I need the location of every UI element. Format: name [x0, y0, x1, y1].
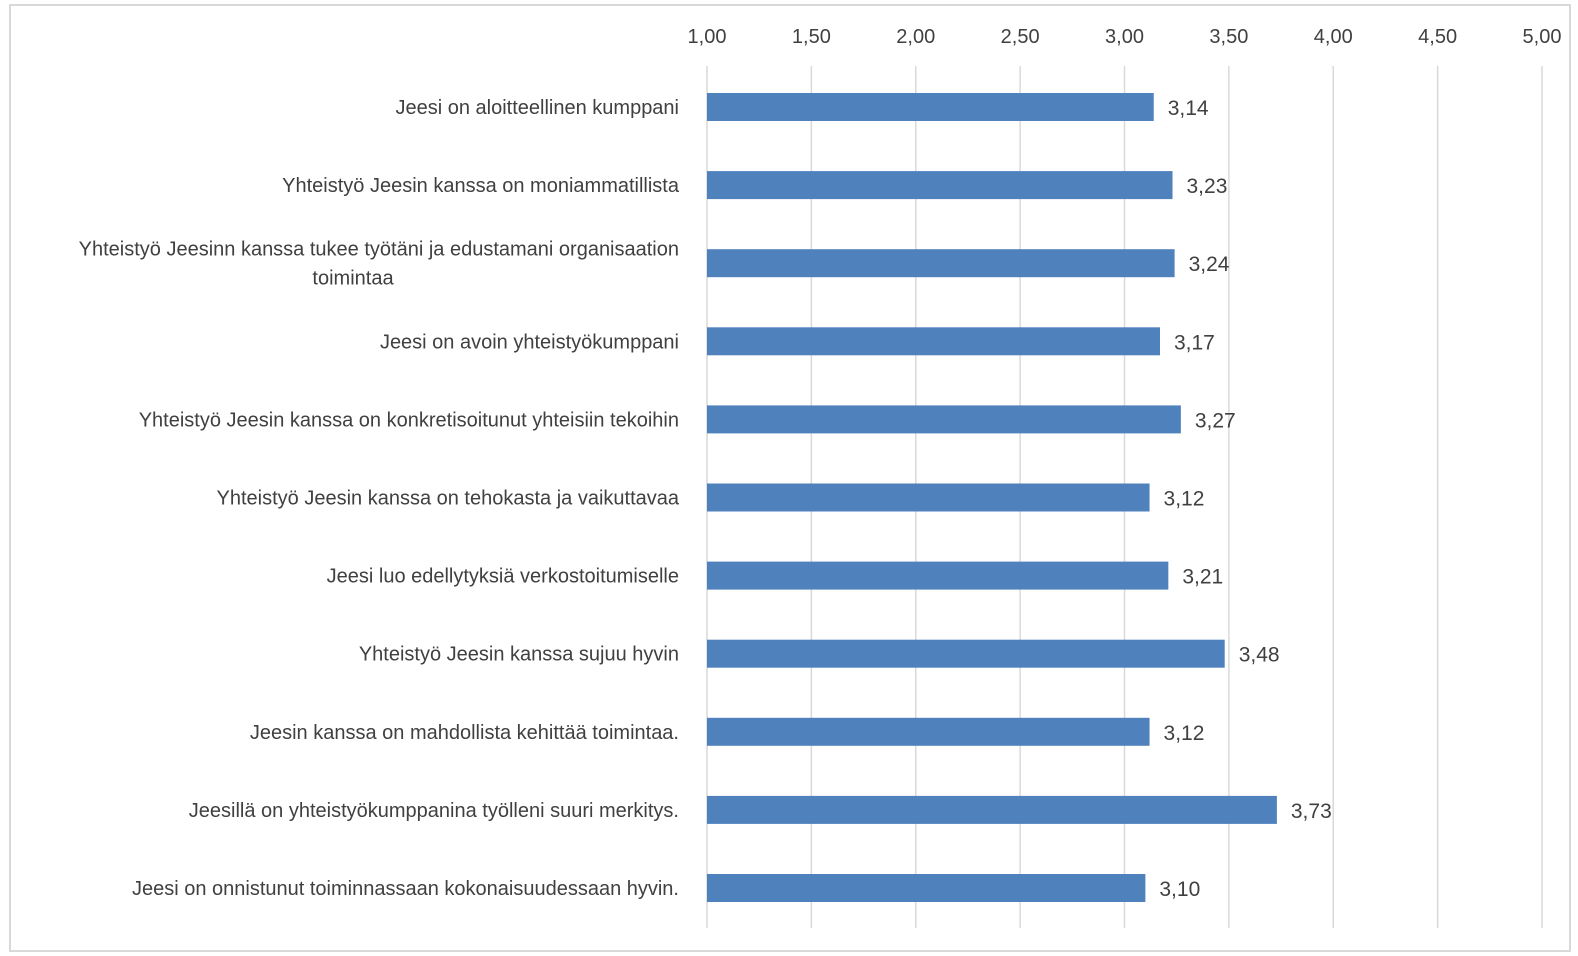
- data-label: 3,17: [1174, 331, 1215, 354]
- data-label: 3,14: [1168, 97, 1209, 120]
- x-tick-label: 1,50: [792, 26, 831, 48]
- bar: [707, 93, 1154, 121]
- data-label: 3,21: [1182, 566, 1223, 589]
- category-label: Yhteistyö Jeesin kanssa on moniammatilli…: [282, 175, 680, 197]
- x-tick-label: 3,50: [1209, 26, 1248, 48]
- bar: [707, 249, 1175, 278]
- category-label: Yhteistyö Jeesinn kanssa tukee työtäni j…: [79, 239, 679, 261]
- bar: [707, 483, 1150, 512]
- x-tick-label: 5,00: [1523, 26, 1562, 48]
- bar: [707, 717, 1150, 746]
- category-label: Yhteistyö Jeesin kanssa on tehokasta ja …: [217, 488, 680, 510]
- category-label: Jeesillä on yhteistyökumppanina työlleni…: [189, 800, 679, 822]
- bar: [707, 639, 1225, 668]
- bar: [707, 327, 1160, 356]
- x-tick-label: 2,00: [896, 26, 935, 48]
- category-label: Jeesi on aloitteellinen kumppani: [395, 97, 679, 119]
- data-label: 3,48: [1239, 644, 1280, 667]
- bar: [707, 171, 1173, 200]
- data-label: 3,27: [1195, 409, 1236, 432]
- data-label: 3,23: [1187, 175, 1228, 198]
- category-label: Jeesi on onnistunut toiminnassaan kokona…: [132, 878, 679, 900]
- category-label: Jeesi on avoin yhteistyökumppani: [380, 331, 679, 353]
- category-label: Yhteistyö Jeesin kanssa sujuu hyvin: [359, 644, 679, 666]
- x-tick-label: 3,00: [1105, 26, 1144, 48]
- data-label: 3,24: [1189, 253, 1230, 276]
- data-label: 3,12: [1164, 488, 1205, 511]
- x-tick-label: 4,00: [1314, 26, 1353, 48]
- category-label: Jeesin kanssa on mahdollista kehittää to…: [250, 722, 679, 744]
- data-label: 3,10: [1159, 878, 1200, 901]
- data-label: 3,73: [1291, 800, 1332, 823]
- x-tick-label: 1,00: [688, 26, 727, 48]
- data-label: 3,12: [1164, 722, 1205, 745]
- x-tick-label: 4,50: [1418, 26, 1457, 48]
- bar: [707, 405, 1181, 434]
- category-label: Yhteistyö Jeesin kanssa on konkretisoitu…: [139, 409, 679, 431]
- chart-frame: [9, 4, 1571, 952]
- category-label: Jeesi luo edellytyksiä verkostoitumisell…: [327, 566, 679, 588]
- category-label: toimintaa: [312, 268, 394, 290]
- bar: [707, 561, 1169, 590]
- bar: [707, 874, 1146, 902]
- x-tick-label: 2,50: [1001, 26, 1040, 48]
- bar: [707, 795, 1277, 824]
